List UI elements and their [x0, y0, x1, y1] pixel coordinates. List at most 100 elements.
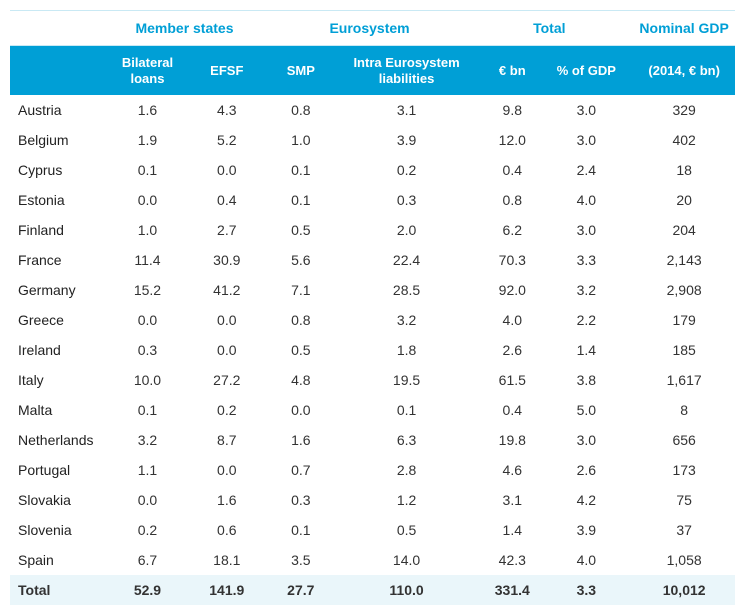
data-cell: 0.6 [190, 515, 264, 545]
group-nominal-gdp: Nominal GDP [623, 11, 735, 46]
data-cell: 7.1 [264, 275, 338, 305]
total-cell: 110.0 [338, 575, 475, 605]
table-row: Netherlands3.28.71.66.319.83.0656 [10, 425, 735, 455]
data-cell: 3.9 [549, 515, 623, 545]
data-cell: 6.3 [338, 425, 475, 455]
data-cell: 0.1 [264, 515, 338, 545]
country-cell: Portugal [10, 455, 105, 485]
group-blank [10, 11, 105, 46]
data-cell: 0.3 [264, 485, 338, 515]
data-cell: 3.5 [264, 545, 338, 575]
data-cell: 0.0 [190, 155, 264, 185]
data-cell: 4.3 [190, 95, 264, 125]
data-cell: 0.5 [264, 215, 338, 245]
country-cell: Netherlands [10, 425, 105, 455]
group-header-row: Member states Eurosystem Total Nominal G… [10, 11, 735, 46]
country-cell: France [10, 245, 105, 275]
data-cell: 3.2 [105, 425, 190, 455]
data-cell: 2,143 [623, 245, 735, 275]
data-cell: 204 [623, 215, 735, 245]
data-cell: 656 [623, 425, 735, 455]
table-row: Cyprus0.10.00.10.20.42.418 [10, 155, 735, 185]
total-cell: 27.7 [264, 575, 338, 605]
group-total: Total [475, 11, 623, 46]
data-cell: 27.2 [190, 365, 264, 395]
data-cell: 4.2 [549, 485, 623, 515]
data-cell: 3.8 [549, 365, 623, 395]
table-row: Greece0.00.00.83.24.02.2179 [10, 305, 735, 335]
data-cell: 22.4 [338, 245, 475, 275]
data-cell: 4.0 [549, 185, 623, 215]
data-cell: 42.3 [475, 545, 549, 575]
data-cell: 173 [623, 455, 735, 485]
data-cell: 0.0 [190, 455, 264, 485]
data-cell: 0.7 [264, 455, 338, 485]
country-cell: Austria [10, 95, 105, 125]
data-cell: 2.6 [549, 455, 623, 485]
data-cell: 2.6 [475, 335, 549, 365]
country-cell: Malta [10, 395, 105, 425]
data-cell: 8 [623, 395, 735, 425]
table-body: Austria1.64.30.83.19.83.0329Belgium1.95.… [10, 95, 735, 605]
data-cell: 75 [623, 485, 735, 515]
data-cell: 3.1 [338, 95, 475, 125]
data-cell: 1.1 [105, 455, 190, 485]
data-cell: 3.9 [338, 125, 475, 155]
table-row: Spain6.718.13.514.042.34.01,058 [10, 545, 735, 575]
data-cell: 0.0 [190, 335, 264, 365]
data-cell: 329 [623, 95, 735, 125]
data-cell: 1.9 [105, 125, 190, 155]
data-cell: 3.1 [475, 485, 549, 515]
data-cell: 5.2 [190, 125, 264, 155]
data-cell: 20 [623, 185, 735, 215]
country-cell: Ireland [10, 335, 105, 365]
total-row: Total52.9141.927.7110.0331.43.310,012 [10, 575, 735, 605]
data-cell: 185 [623, 335, 735, 365]
data-cell: 19.5 [338, 365, 475, 395]
data-cell: 6.7 [105, 545, 190, 575]
data-cell: 1.6 [190, 485, 264, 515]
data-cell: 0.0 [105, 305, 190, 335]
data-cell: 70.3 [475, 245, 549, 275]
data-cell: 0.1 [105, 395, 190, 425]
data-cell: 12.0 [475, 125, 549, 155]
data-cell: 2,908 [623, 275, 735, 305]
data-cell: 0.4 [190, 185, 264, 215]
data-cell: 1.8 [338, 335, 475, 365]
data-cell: 0.2 [338, 155, 475, 185]
country-cell: Spain [10, 545, 105, 575]
data-cell: 3.0 [549, 125, 623, 155]
data-cell: 0.1 [264, 185, 338, 215]
country-cell: Slovenia [10, 515, 105, 545]
data-cell: 2.2 [549, 305, 623, 335]
data-cell: 10.0 [105, 365, 190, 395]
country-cell: Estonia [10, 185, 105, 215]
table-row: Malta0.10.20.00.10.45.08 [10, 395, 735, 425]
data-cell: 1.4 [475, 515, 549, 545]
data-cell: 1.2 [338, 485, 475, 515]
data-cell: 18 [623, 155, 735, 185]
data-cell: 1,617 [623, 365, 735, 395]
data-cell: 11.4 [105, 245, 190, 275]
col-gdp: (2014, € bn) [623, 46, 735, 96]
data-cell: 8.7 [190, 425, 264, 455]
data-cell: 14.0 [338, 545, 475, 575]
data-cell: 0.5 [264, 335, 338, 365]
col-smp: SMP [264, 46, 338, 96]
table-header: Member states Eurosystem Total Nominal G… [10, 11, 735, 96]
data-cell: 1.0 [105, 215, 190, 245]
data-cell: 179 [623, 305, 735, 335]
data-cell: 0.1 [264, 155, 338, 185]
total-cell: 52.9 [105, 575, 190, 605]
total-cell: 3.3 [549, 575, 623, 605]
table-row: Slovenia0.20.60.10.51.43.937 [10, 515, 735, 545]
data-cell: 0.4 [475, 395, 549, 425]
table-row: Italy10.027.24.819.561.53.81,617 [10, 365, 735, 395]
data-cell: 41.2 [190, 275, 264, 305]
data-cell: 0.5 [338, 515, 475, 545]
col-pctgdp: % of GDP [549, 46, 623, 96]
data-cell: 3.0 [549, 95, 623, 125]
data-cell: 0.0 [105, 485, 190, 515]
data-cell: 2.4 [549, 155, 623, 185]
data-cell: 4.8 [264, 365, 338, 395]
